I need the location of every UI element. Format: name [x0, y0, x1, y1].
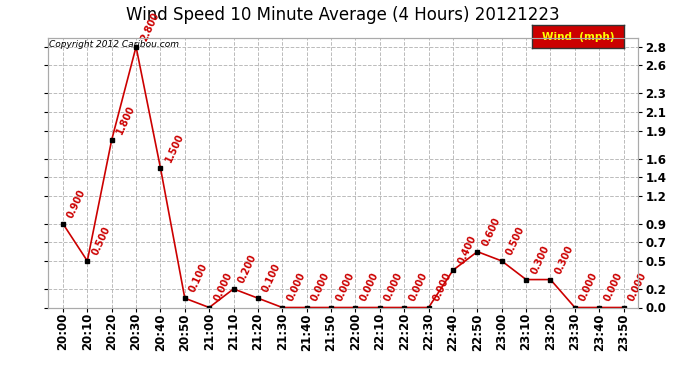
Text: 0.000: 0.000: [310, 271, 331, 303]
Text: Copyright 2012 Caribou.com: Copyright 2012 Caribou.com: [49, 40, 179, 49]
Text: 0.000: 0.000: [407, 271, 429, 303]
Text: 0.100: 0.100: [188, 262, 210, 294]
Text: 0.300: 0.300: [553, 243, 575, 275]
Text: 0.000: 0.000: [383, 271, 404, 303]
Text: 2.800: 2.800: [139, 10, 161, 43]
Text: 1.800: 1.800: [115, 104, 137, 136]
Text: 0.500: 0.500: [90, 225, 112, 257]
Text: 0.000: 0.000: [431, 271, 453, 303]
Title: Wind Speed 10 Minute Average (4 Hours) 20121223: Wind Speed 10 Minute Average (4 Hours) 2…: [126, 6, 560, 24]
Text: 0.000: 0.000: [358, 271, 380, 303]
Text: 0.600: 0.600: [480, 215, 502, 248]
Text: 0.000: 0.000: [285, 271, 307, 303]
Text: 0.000: 0.000: [334, 271, 356, 303]
Text: 0.100: 0.100: [261, 262, 283, 294]
Text: 0.000: 0.000: [627, 271, 649, 303]
Text: 0.000: 0.000: [212, 271, 234, 303]
Text: 0.900: 0.900: [66, 188, 88, 219]
Text: 0.200: 0.200: [237, 253, 259, 285]
Text: 0.400: 0.400: [456, 234, 477, 266]
Text: 0.000: 0.000: [578, 271, 600, 303]
Text: 0.000: 0.000: [602, 271, 624, 303]
Text: 0.300: 0.300: [529, 243, 551, 275]
Text: 0.500: 0.500: [504, 225, 526, 257]
Text: 1.500: 1.500: [164, 132, 186, 164]
